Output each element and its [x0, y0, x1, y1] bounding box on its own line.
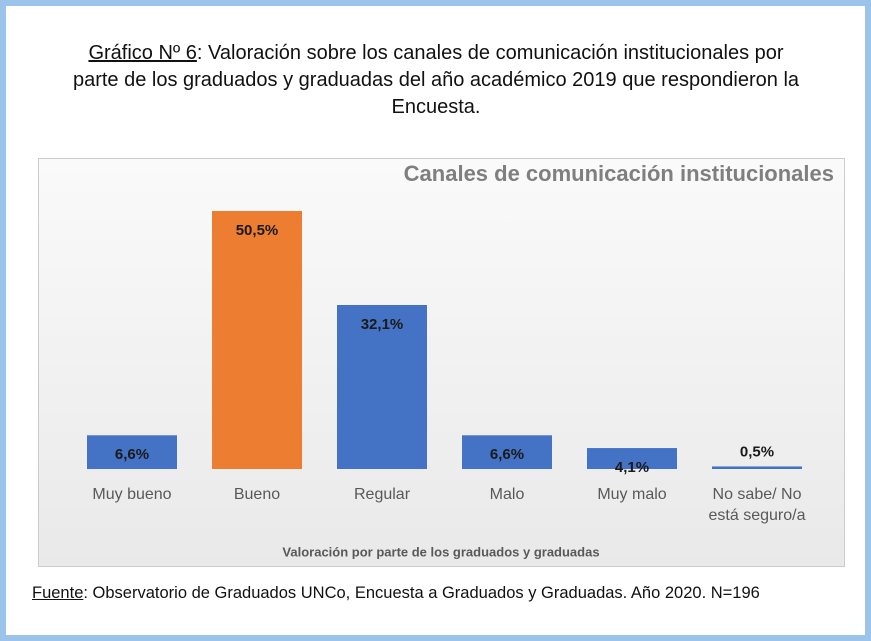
- source-label: Fuente: [32, 584, 84, 602]
- x-axis-title: Valoración por parte de los graduados y …: [282, 544, 599, 559]
- bar: [337, 305, 427, 469]
- bar: [87, 435, 177, 469]
- source-text: : Observatorio de Graduados UNCo, Encues…: [83, 584, 760, 602]
- caption-text: : Valoración sobre los canales de comuni…: [72, 42, 800, 118]
- caption: Gráfico Nº 6: Valoración sobre los canal…: [66, 40, 806, 121]
- x-tick-label: Malo: [489, 486, 525, 503]
- data-label: 4,1%: [615, 459, 649, 476]
- x-tick-label: Muy malo: [597, 486, 667, 503]
- source: Fuente: Observatorio de Graduados UNCo, …: [32, 582, 852, 604]
- x-tick-label: Muy bueno: [92, 486, 172, 503]
- data-label: 6,6%: [115, 446, 149, 463]
- x-tick-label: Regular: [353, 486, 411, 503]
- bar: [212, 211, 302, 469]
- data-label: 50,5%: [236, 222, 279, 239]
- bar: [462, 435, 552, 469]
- chart-svg: Canales de comunicación institucionales …: [87, 161, 834, 559]
- x-tick-label: No sabe/ No está seguro/a: [708, 486, 806, 524]
- chart-title: Canales de comunicación institucionales: [404, 161, 834, 186]
- bar: [712, 466, 802, 469]
- chart: Canales de comunicación institucionales …: [38, 158, 845, 567]
- x-tick-label: Bueno: [233, 486, 281, 503]
- bar: [587, 448, 677, 469]
- caption-label: Gráfico Nº 6: [88, 42, 197, 64]
- data-label: 32,1%: [361, 316, 404, 333]
- data-label: 0,5%: [740, 443, 774, 460]
- data-label: 6,6%: [490, 446, 524, 463]
